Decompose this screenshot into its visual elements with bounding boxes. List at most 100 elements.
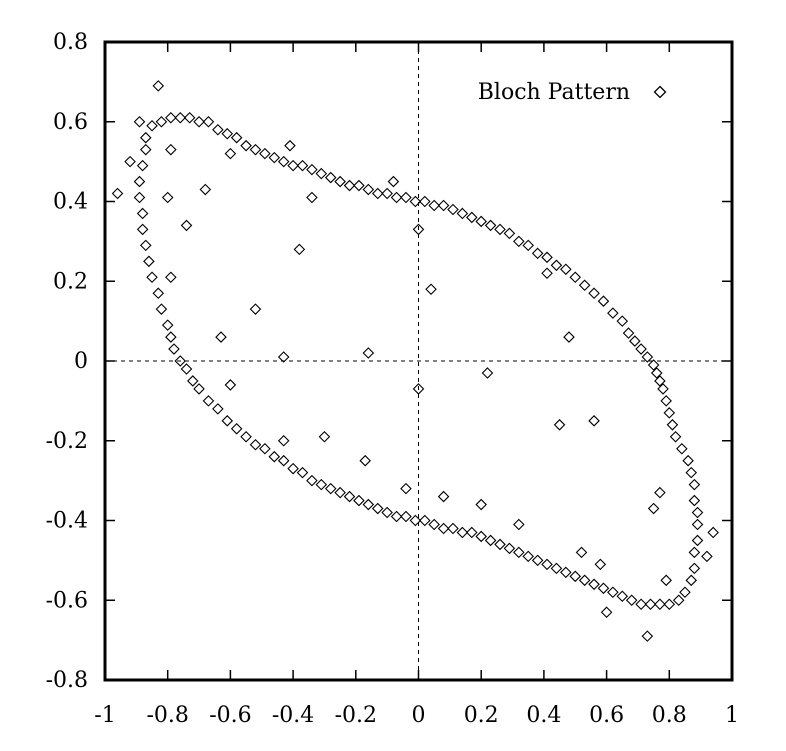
data-point	[437, 490, 450, 503]
data-point	[641, 351, 654, 363]
data-point	[428, 518, 440, 531]
data-point	[268, 450, 281, 463]
data-point	[143, 255, 155, 268]
data-point	[447, 203, 459, 216]
data-point	[362, 347, 375, 359]
data-point	[168, 343, 180, 355]
data-point	[622, 327, 635, 339]
data-point	[475, 530, 487, 543]
x-tick-label: 0.8	[652, 703, 687, 728]
data-point	[390, 510, 403, 523]
data-point	[230, 423, 243, 435]
x-tick-label: -0.8	[146, 703, 188, 728]
data-point	[381, 187, 393, 200]
data-point	[641, 630, 654, 642]
data-point	[224, 147, 237, 160]
data-point	[629, 335, 641, 347]
data-point	[484, 219, 497, 232]
data-point	[287, 159, 299, 172]
data-point	[139, 143, 152, 156]
data-point	[635, 343, 647, 355]
data-point	[381, 506, 393, 519]
data-point	[541, 251, 553, 264]
data-point	[575, 546, 588, 559]
data-point	[663, 598, 676, 611]
data-point	[371, 502, 384, 515]
data-point	[541, 267, 553, 280]
x-tick-label: 0.2	[464, 703, 499, 728]
legend: Bloch Pattern	[478, 80, 667, 105]
data-point	[215, 331, 227, 343]
data-point	[277, 155, 290, 168]
data-point	[287, 462, 299, 475]
data-point	[588, 287, 600, 299]
data-point	[224, 379, 237, 391]
data-point	[315, 167, 328, 180]
data-point	[503, 542, 516, 555]
data-point	[400, 510, 412, 523]
data-point	[315, 478, 328, 491]
data-point	[522, 239, 535, 252]
data-point	[597, 582, 610, 595]
data-point	[202, 115, 215, 128]
data-point	[657, 383, 669, 395]
data-point	[193, 383, 205, 395]
data-point	[343, 490, 356, 503]
data-point	[161, 319, 174, 331]
data-point	[666, 419, 679, 431]
data-point	[522, 550, 535, 563]
data-point	[707, 526, 719, 539]
data-point	[240, 430, 252, 443]
data-point	[136, 223, 149, 236]
data-point	[249, 303, 262, 315]
data-point	[371, 187, 384, 200]
y-tick-label: -0.6	[46, 588, 88, 613]
data-point	[409, 514, 422, 527]
x-tick-label: -0.6	[209, 703, 251, 728]
data-point	[691, 534, 704, 547]
data-point	[466, 526, 478, 539]
data-point	[531, 554, 544, 567]
data-point	[418, 195, 431, 208]
x-tick-label: -0.2	[335, 703, 377, 728]
data-point	[466, 211, 478, 224]
data-point	[513, 546, 525, 559]
data-point	[155, 303, 168, 315]
data-point	[531, 247, 544, 260]
data-point	[616, 315, 629, 327]
data-point	[284, 139, 296, 152]
data-point	[663, 407, 676, 419]
data-point	[183, 111, 196, 124]
data-point	[588, 578, 600, 591]
data-point	[146, 271, 158, 284]
data-point	[409, 195, 422, 208]
data-point	[682, 454, 694, 467]
data-point	[249, 438, 262, 451]
data-point	[318, 430, 331, 443]
data-point	[660, 395, 672, 407]
data-point	[503, 227, 516, 240]
zero-lines	[105, 42, 732, 680]
data-point	[494, 223, 506, 236]
data-point	[597, 295, 610, 307]
x-tick-label: -0.4	[272, 703, 314, 728]
data-point	[230, 131, 243, 144]
data-point	[180, 363, 193, 375]
data-point	[136, 207, 149, 220]
data-point	[387, 175, 400, 188]
legend-marker-diamond	[653, 85, 667, 99]
data-point	[607, 307, 619, 319]
data-point	[481, 367, 494, 379]
y-tick-label: 0	[74, 349, 88, 374]
data-point	[541, 558, 553, 571]
data-point	[133, 175, 146, 188]
data-point	[688, 478, 701, 491]
plot-frame	[103, 40, 734, 682]
data-point	[600, 606, 613, 618]
data-point	[306, 474, 318, 487]
data-point	[484, 534, 497, 547]
data-point	[390, 191, 403, 204]
data-point	[456, 526, 469, 539]
data-point	[569, 570, 582, 583]
data-point	[418, 514, 431, 527]
